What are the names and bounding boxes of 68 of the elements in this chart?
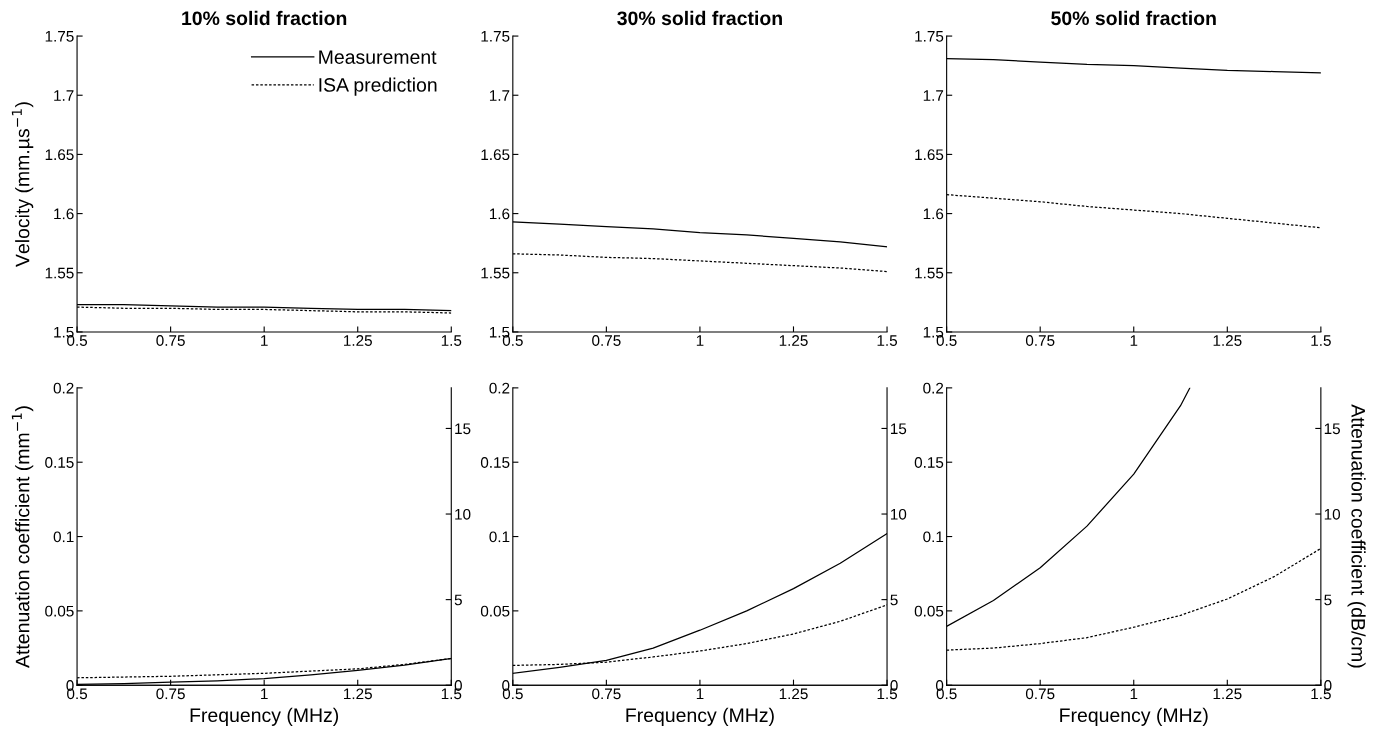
- x-tick-label: 1.25: [1213, 335, 1242, 346]
- x-tick-label: 1: [1130, 688, 1138, 700]
- y2-tick-label: 15: [1324, 423, 1340, 435]
- y-tick-label: 1.6: [923, 208, 944, 220]
- x-tick-label: 1.25: [344, 688, 372, 700]
- y-tick-label: 1.65: [481, 149, 510, 161]
- x-tick-label: 0.75: [156, 688, 185, 700]
- y-tick-label: 1.65: [45, 149, 74, 161]
- y-axis-title: Attenuation coefficient (mm$^{−1}$): [11, 406, 34, 668]
- chart-title: 50% solid fraction: [1051, 10, 1216, 26]
- y-tick-label: 1.7: [923, 90, 944, 101]
- chart-title: 10% solid fraction: [182, 10, 347, 26]
- y-tick-label: 1.75: [481, 31, 510, 42]
- x-tick-label: 1: [261, 688, 268, 700]
- y2-tick-label: 5: [890, 594, 898, 606]
- y-tick-label: 0.1: [923, 531, 944, 543]
- y2-tick-label: 15: [890, 423, 907, 435]
- x-tick-label: 0.75: [1025, 335, 1055, 346]
- x-axis-title: Frequency (MHz): [190, 707, 339, 726]
- y-tick-label: 1.65: [915, 149, 944, 161]
- y-tick-label: 0.2: [53, 382, 74, 394]
- x-tick-label: 1.25: [1213, 688, 1242, 700]
- x-tick-label: 0.75: [592, 688, 621, 700]
- x-axis-title: Frequency (MHz): [1060, 707, 1208, 726]
- x-tick-label: 1.5: [877, 335, 898, 346]
- y2-tick-label: 5: [1324, 594, 1332, 606]
- y-tick-label: 0.05: [45, 605, 74, 617]
- x-tick-label: 1: [261, 335, 268, 346]
- x-tick-label: 1.25: [779, 688, 808, 700]
- x-tick-label: 0.75: [1025, 688, 1055, 700]
- y2-tick-label: 10: [890, 508, 907, 520]
- legend-label: Measurement: [319, 50, 437, 64]
- y-tick-label: 1.55: [481, 267, 510, 279]
- y-tick-label: 1.6: [54, 208, 74, 220]
- x-axis-title: Frequency (MHz): [626, 707, 774, 726]
- y-tick-label: 0.1: [53, 531, 74, 543]
- y-tick-label: 0.15: [45, 457, 74, 468]
- x-tick-label: 0.75: [592, 335, 621, 346]
- y-tick-label: 1.7: [489, 90, 510, 101]
- legend-label: ISA prediction: [319, 77, 437, 96]
- y-tick-label: 1.75: [45, 31, 74, 42]
- y-tick-label: 0.2: [489, 382, 510, 394]
- y-tick-label: 0.15: [480, 457, 510, 468]
- y-tick-label: 0.15: [914, 457, 944, 468]
- x-tick-label: 0.75: [156, 335, 185, 346]
- x-tick-label: 1.5: [1311, 335, 1331, 346]
- x-tick-label: 1: [696, 688, 704, 700]
- y-tick-label: 0.1: [489, 531, 510, 543]
- y2-tick-label: 15: [455, 423, 471, 435]
- y-tick-label: 1.6: [489, 208, 510, 220]
- y-tick-label: 1.7: [54, 90, 74, 101]
- x-tick-label: 1: [1130, 335, 1138, 346]
- y-tick-label: 0.05: [480, 605, 510, 617]
- y-tick-label: 1.75: [915, 31, 944, 42]
- y2-axis-title: Attenuation coefficient (dB/cm): [1347, 404, 1366, 668]
- y2-tick-label: 5: [454, 594, 462, 606]
- y2-tick-label: 10: [1324, 508, 1341, 520]
- y2-tick-label: 10: [455, 508, 471, 520]
- x-tick-label: 1: [696, 335, 704, 346]
- x-tick-label: 1.25: [344, 335, 372, 346]
- y-axis-title: Velocity (mm.µs$^{−1}$): [11, 102, 34, 267]
- x-tick-label: 1.5: [441, 335, 462, 346]
- y-tick-label: 1.55: [915, 267, 944, 279]
- chart-title: 30% solid fraction: [617, 10, 782, 26]
- x-tick-label: 1.25: [779, 335, 808, 346]
- y-tick-label: 1.55: [45, 267, 74, 279]
- y-tick-label: 0.2: [923, 382, 944, 394]
- y-tick-label: 0.05: [914, 605, 944, 617]
